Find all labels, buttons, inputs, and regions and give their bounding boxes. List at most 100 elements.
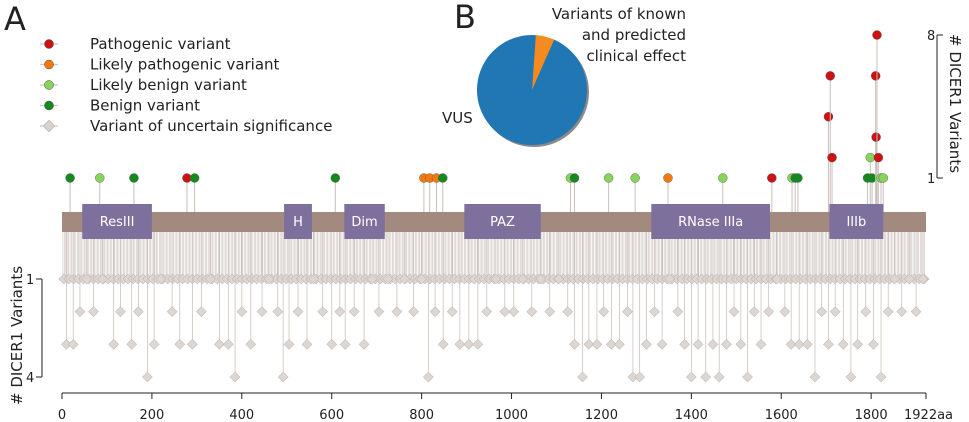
vus-variant bbox=[526, 306, 538, 317]
upper-y-label: # DICER1 Variants bbox=[946, 34, 964, 173]
vus-variant bbox=[692, 339, 704, 350]
vus-variant bbox=[446, 306, 458, 317]
vus-variant bbox=[845, 371, 857, 383]
legend-label-benign: Benign variant bbox=[90, 97, 200, 115]
vus-variant bbox=[562, 306, 574, 317]
vus-variant bbox=[672, 306, 684, 317]
vus-variant bbox=[707, 339, 719, 350]
classified-lollipops bbox=[65, 30, 888, 212]
vus-variant bbox=[910, 306, 922, 317]
vus-variant bbox=[490, 273, 502, 285]
upper-y-axis: 8 1 # DICER1 Variants bbox=[927, 29, 964, 187]
vus-variant bbox=[358, 339, 370, 350]
domain-iiib bbox=[829, 204, 884, 239]
protein-domains: ResIII H Dim PAZ RNase IIIa IIIb bbox=[82, 204, 884, 239]
vus-variant bbox=[508, 306, 520, 317]
vus-variant bbox=[133, 306, 144, 317]
vus-variant bbox=[583, 339, 595, 350]
protein-length-label: 1922aa bbox=[904, 408, 953, 422]
vus-variant bbox=[277, 371, 289, 383]
vus-variant bbox=[875, 371, 887, 383]
xtick-label-400: 400 bbox=[229, 408, 254, 422]
vus-variant bbox=[339, 339, 351, 350]
upper-variant-likely_benign bbox=[95, 173, 105, 183]
vus-variant bbox=[622, 306, 633, 317]
lower-ytick-4: 4 bbox=[26, 371, 34, 386]
lower-y-label: # DICER1 Variants bbox=[8, 266, 26, 405]
legend-label-vus: Variant of uncertain significance bbox=[90, 117, 332, 135]
vus-variant bbox=[763, 306, 774, 317]
vus-variant bbox=[108, 339, 119, 350]
vus-variant bbox=[649, 306, 660, 317]
vus-variant bbox=[214, 339, 225, 350]
vus-variant bbox=[882, 306, 894, 317]
vus-variant bbox=[664, 273, 676, 285]
vus-variant bbox=[553, 273, 565, 285]
vus-variant bbox=[142, 371, 153, 383]
vus-variant bbox=[785, 339, 797, 350]
legend-label-likely_pathogenic: Likely pathogenic variant bbox=[90, 56, 280, 74]
vus-variant bbox=[742, 371, 753, 383]
xtick-label-1200: 1200 bbox=[585, 408, 618, 422]
vus-variant bbox=[399, 273, 410, 285]
vus-variant bbox=[283, 339, 295, 350]
pie-annotation-line1: Variants of known bbox=[552, 5, 686, 23]
vus-variant bbox=[868, 339, 879, 350]
upper-variant-benign bbox=[330, 173, 341, 183]
vus-variant bbox=[155, 273, 167, 285]
upper-variant-pathogenic bbox=[827, 152, 837, 163]
vus-variant bbox=[416, 273, 427, 285]
vus-variant bbox=[472, 339, 484, 350]
vus-variant bbox=[816, 306, 828, 317]
vus-variant bbox=[802, 339, 813, 350]
vus-variant bbox=[598, 306, 609, 317]
upper-variant-likely_benign bbox=[603, 173, 614, 183]
upper-variant-benign bbox=[189, 173, 200, 183]
upper-variant-benign bbox=[438, 173, 448, 183]
upper-variant-likely_pathogenic bbox=[663, 173, 673, 183]
upper-variant-benign bbox=[65, 173, 75, 183]
domain-rnase-iiia bbox=[651, 204, 771, 239]
vus-variant bbox=[656, 339, 668, 350]
vus-variant bbox=[700, 371, 712, 383]
vus-variant bbox=[88, 306, 99, 317]
vus-variant bbox=[196, 306, 207, 317]
xtick-label-1600: 1600 bbox=[765, 408, 798, 422]
vus-variant bbox=[535, 273, 547, 285]
upper-variant-pathogenic bbox=[823, 112, 834, 122]
panel-b-label: B bbox=[454, 0, 476, 36]
vus-variant bbox=[606, 339, 617, 350]
vus-variant bbox=[917, 273, 929, 285]
vus-variant bbox=[779, 306, 791, 317]
upper-variant-pathogenic bbox=[870, 71, 881, 81]
upper-ytick-1: 1 bbox=[927, 172, 935, 187]
upper-variant-pathogenic bbox=[825, 71, 835, 81]
legend-marker-pathogenic bbox=[44, 39, 54, 49]
vus-variant bbox=[81, 273, 93, 285]
domain-label-resiii: ResIII bbox=[100, 215, 135, 230]
upper-variant-likely_benign bbox=[630, 173, 640, 183]
vus-variant bbox=[904, 273, 915, 285]
vus-variant bbox=[317, 306, 329, 317]
vus-variant bbox=[634, 371, 645, 383]
upper-variant-benign bbox=[129, 173, 139, 183]
upper-ytick-8: 8 bbox=[927, 29, 935, 44]
upper-variant-pathogenic bbox=[767, 173, 777, 183]
vus-variant bbox=[889, 273, 900, 285]
vus-variant bbox=[713, 371, 725, 383]
panel-a-label: A bbox=[4, 0, 26, 38]
domain-label-dim: Dim bbox=[351, 215, 377, 230]
vus-variant bbox=[391, 306, 403, 317]
vus-variant bbox=[614, 339, 625, 350]
vus-variant bbox=[272, 306, 284, 317]
xtick-label-1400: 1400 bbox=[675, 408, 708, 422]
vus-variant bbox=[499, 306, 511, 317]
domain-label-h: H bbox=[293, 215, 303, 230]
legend-marker-vus bbox=[42, 119, 56, 133]
upper-variant-likely_benign bbox=[718, 173, 728, 183]
domain-dim bbox=[344, 204, 385, 239]
domain-label-paz: PAZ bbox=[490, 215, 515, 230]
xtick-label-0: 0 bbox=[58, 408, 66, 422]
vus-variant bbox=[326, 339, 338, 350]
vus-variant bbox=[292, 306, 304, 317]
